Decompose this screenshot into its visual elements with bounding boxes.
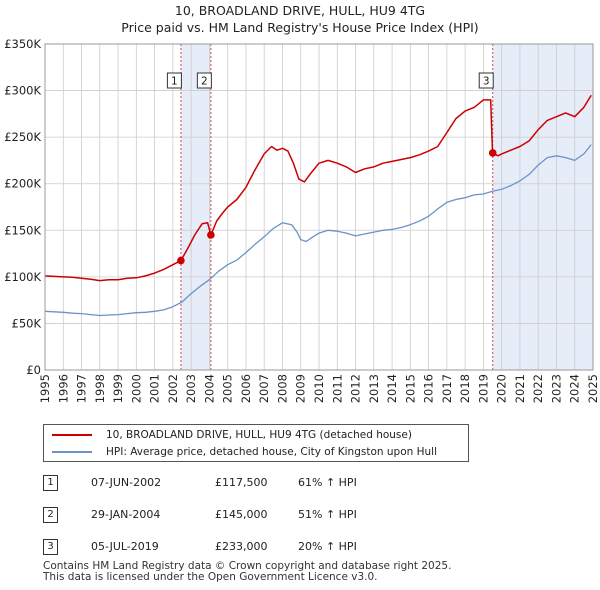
sale-shaded-region	[180, 44, 211, 370]
x-tick-label: 2008	[275, 374, 289, 403]
x-tick-label: 2006	[239, 374, 253, 403]
x-tick-label: 2016	[422, 374, 436, 403]
sale-point	[488, 149, 497, 157]
sale-point	[207, 231, 215, 239]
plot-border	[44, 43, 594, 371]
x-tick-label: 2012	[349, 374, 363, 403]
x-tick-label: 2005	[221, 374, 235, 403]
sale-label: 3	[478, 72, 494, 89]
sale-date: 29-JAN-2004	[91, 508, 161, 521]
hpi-series-line	[44, 144, 592, 317]
chart-subtitle: Price paid vs. HM Land Registry's House …	[121, 20, 479, 35]
axes-layer: £0 £50K £100K £150K £200K £250K £300K £350K 1995…	[4, 37, 600, 403]
sale-hpi-diff: 61% ↑ HPI	[298, 476, 357, 489]
sale-points-layer	[177, 149, 497, 265]
sale-price: £117,500	[215, 476, 268, 489]
footer-line2: This data is licensed under the Open Gov…	[43, 571, 378, 583]
x-tick-label: 2022	[531, 374, 545, 403]
sale-label-text: 3	[483, 76, 490, 88]
y-tick-label: £150K	[4, 223, 41, 237]
x-tick-label: 2015	[403, 374, 417, 403]
sale-date: 07-JUN-2002	[91, 476, 162, 489]
x-tick-label: 2011	[330, 374, 344, 403]
y-tick-label: £200K	[4, 177, 41, 191]
x-tick-label: 2017	[440, 374, 454, 403]
footer-note: Contains HM Land Registry data © Crown c…	[43, 561, 451, 583]
x-tick-label: 2003	[184, 374, 198, 403]
legend-swatch-price	[52, 434, 92, 436]
sales-table-row: 3 05-JUL-2019 £233,000 20% ↑ HPI	[43, 536, 443, 558]
sale-number-badge: 3	[43, 539, 58, 555]
sale-shading-layer	[180, 44, 593, 370]
sale-hpi-diff: 51% ↑ HPI	[298, 508, 357, 521]
y-tick-label: £300K	[4, 84, 41, 98]
sales-table-row: 2 29-JAN-2004 £145,000 51% ↑ HPI	[43, 504, 443, 526]
x-tick-label: 1999	[111, 374, 125, 403]
x-tick-label: 2020	[495, 374, 509, 403]
x-tick-label: 2013	[367, 374, 381, 403]
sale-price: £145,000	[215, 508, 268, 521]
sale-label-box	[166, 72, 182, 89]
legend-item-price: 10, BROADLAND DRIVE, HULL, HU9 4TG (deta…	[52, 427, 412, 443]
x-tick-label: 2009	[294, 374, 308, 403]
x-tick-label: 2010	[312, 374, 326, 403]
legend-item-hpi: HPI: Average price, detached house, City…	[52, 444, 437, 460]
legend-label-price: 10, BROADLAND DRIVE, HULL, HU9 4TG (deta…	[106, 429, 412, 441]
y-tick-label: £350K	[4, 37, 41, 51]
x-tick-label: 1998	[93, 374, 107, 403]
sale-number-badge: 2	[43, 507, 58, 523]
sales-table-row: 1 07-JUN-2002 £117,500 61% ↑ HPI	[43, 472, 443, 494]
x-tick-label: 1997	[75, 374, 89, 403]
x-tick-label: 2000	[129, 374, 143, 403]
sale-labels-layer: 1 2 3	[166, 72, 494, 89]
x-tick-label: 2001	[148, 374, 162, 403]
sale-date: 05-JUL-2019	[91, 540, 159, 553]
sale-number-badge: 1	[43, 475, 58, 491]
sale-price: £233,000	[215, 540, 268, 553]
legend-label-hpi: HPI: Average price, detached house, City…	[106, 446, 437, 458]
x-tick-label: 1995	[38, 374, 52, 403]
chart-title-line1: 10, BROADLAND DRIVE, HULL, HU9 4TG	[174, 3, 426, 18]
x-tick-label: 2024	[568, 374, 582, 403]
x-tick-label: 1996	[56, 374, 70, 403]
sale-label: 2	[196, 72, 212, 89]
sale-label-text: 1	[171, 76, 178, 88]
price-series-line	[44, 94, 592, 282]
legend: 10, BROADLAND DRIVE, HULL, HU9 4TG (deta…	[43, 424, 469, 462]
x-tick-label: 2025	[586, 374, 600, 403]
price-chart: 1 2 3 £0 £50K £100K £150K £200K £250K £300K £350K…	[4, 37, 600, 403]
sale-label-box	[478, 72, 494, 89]
x-tick-label: 2023	[549, 374, 563, 403]
x-tick-label: 2004	[202, 374, 216, 403]
x-tick-label: 2018	[458, 374, 472, 403]
sale-label-box	[196, 72, 212, 89]
sale-label: 1	[166, 72, 182, 89]
x-tick-label: 2007	[257, 374, 271, 403]
legend-swatch-hpi	[52, 451, 92, 453]
x-tick-label: 2014	[385, 374, 399, 403]
chart-title: 10, BROADLAND DRIVE, HULL, HU9 4TG Price…	[0, 2, 600, 36]
sale-label-text: 2	[201, 76, 208, 88]
sale-shaded-region	[492, 44, 593, 370]
footer-line1: Contains HM Land Registry data © Crown c…	[43, 560, 452, 572]
sale-point	[177, 256, 185, 265]
y-tick-label: £0	[26, 363, 41, 377]
x-tick-label: 2019	[476, 374, 490, 403]
x-tick-label: 2002	[166, 374, 180, 403]
sale-hpi-diff: 20% ↑ HPI	[298, 540, 357, 553]
y-tick-label: £250K	[4, 130, 41, 144]
y-tick-label: £100K	[4, 270, 41, 284]
y-tick-label: £50K	[12, 316, 42, 330]
x-tick-label: 2021	[513, 374, 527, 403]
